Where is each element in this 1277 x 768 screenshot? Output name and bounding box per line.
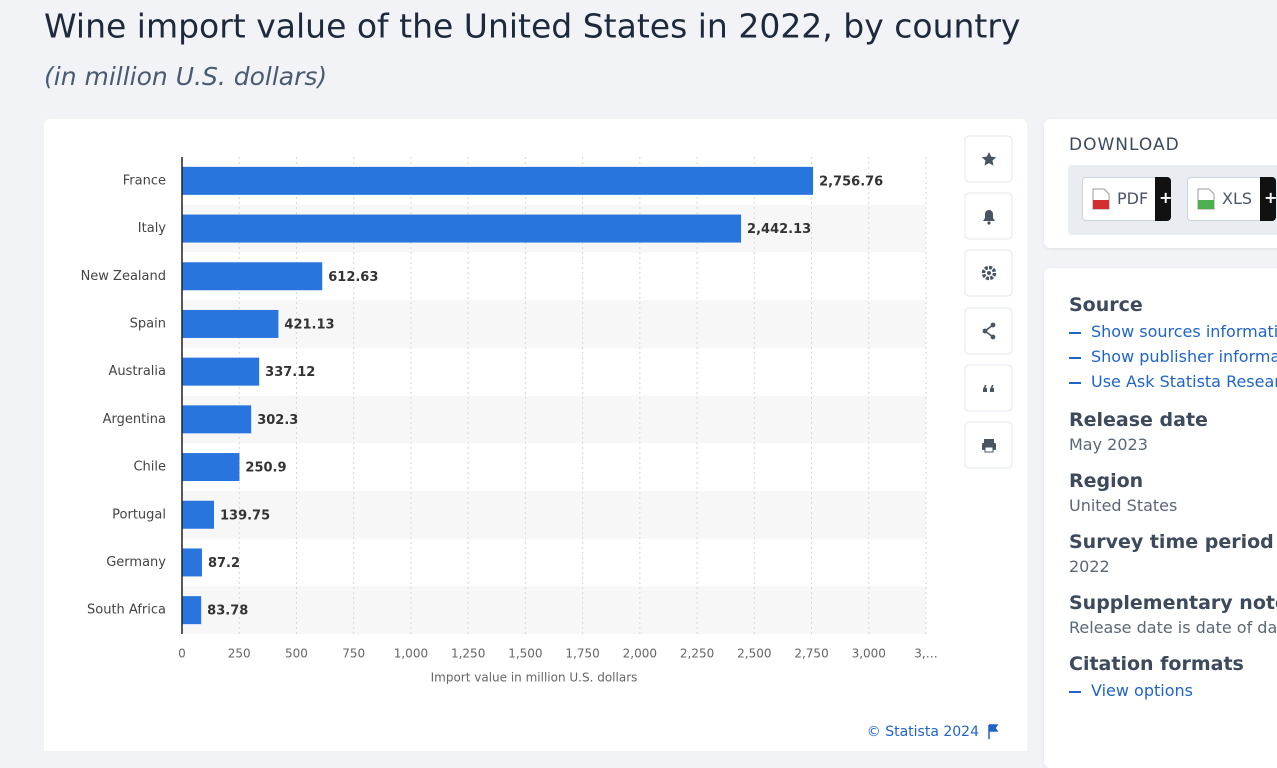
value-label: 337.12 <box>265 365 315 380</box>
x-tick-label: 1,250 <box>451 647 485 661</box>
chart-title: Wine import value of the United States i… <box>44 7 1027 46</box>
row-stripe <box>182 490 926 539</box>
x-tick-label: 3,… <box>914 647 937 661</box>
bar <box>182 500 214 529</box>
bar <box>182 405 252 434</box>
x-tick-label: 500 <box>285 647 308 661</box>
bar <box>182 596 202 625</box>
x-tick-label: 3,000 <box>852 647 886 661</box>
bar <box>182 262 323 291</box>
x-tick-label: 1,500 <box>508 647 542 661</box>
bar <box>182 214 742 243</box>
detail-text: 2022 <box>1069 557 1110 576</box>
detail-text: May 2023 <box>1069 435 1148 454</box>
x-tick-label: 2,500 <box>737 647 771 661</box>
page: {"chart_data": {"type": "bar", "orientat… <box>0 0 1277 751</box>
detail-title: Survey time period <box>1069 531 1274 553</box>
bar <box>182 309 279 338</box>
citation-title: Citation formats <box>1069 653 1244 675</box>
detail-title: Region <box>1069 470 1144 492</box>
y-tick-label: Germany <box>106 555 166 570</box>
bar <box>182 548 202 577</box>
row-stripe <box>182 300 926 348</box>
x-axis-label: Import value in million U.S. dollars <box>431 671 638 685</box>
y-tick-label: Argentina <box>103 412 166 427</box>
row-stripe <box>182 586 926 634</box>
value-label: 250.9 <box>245 461 286 476</box>
plus: + <box>1264 188 1277 207</box>
y-tick-label: South Africa <box>87 603 166 618</box>
value-label: 2,442.13 <box>747 222 811 237</box>
pdf-icon <box>1092 188 1110 210</box>
citation-link[interactable]: View options <box>1069 681 1277 700</box>
xls-icon <box>1197 188 1215 210</box>
value-label: 302.3 <box>257 413 298 428</box>
credit[interactable]: © Statista 2024 <box>867 724 979 740</box>
bar <box>182 166 814 195</box>
print-button[interactable] <box>964 421 1013 469</box>
value-label: 612.63 <box>328 270 378 285</box>
xls-button[interactable]: XLS + <box>1187 177 1277 221</box>
y-tick-label: Australia <box>108 364 166 379</box>
x-tick-label: 2,750 <box>794 647 828 661</box>
bar <box>182 357 260 386</box>
value-label: 421.13 <box>284 317 334 332</box>
value-label: 139.75 <box>220 508 270 523</box>
xls-label: XLS <box>1222 189 1253 208</box>
xls-plus: + <box>1260 177 1277 221</box>
toolbar <box>964 135 1013 469</box>
source-link[interactable]: Use Ask Statista Researc <box>1069 372 1277 391</box>
flag-icon[interactable] <box>988 724 999 739</box>
chart-area: Wine import value of the United States i… <box>44 7 1027 751</box>
alert-button[interactable] <box>964 192 1013 240</box>
download-panel: DOWNLOAD PDF + XLS + <box>1044 119 1277 248</box>
x-tick-label: 2,250 <box>680 647 714 661</box>
y-tick-label: Spain <box>130 316 166 331</box>
x-tick-label: 1,000 <box>394 647 428 661</box>
y-tick-label: New Zealand <box>81 269 166 284</box>
value-label: 2,756.76 <box>819 174 883 189</box>
cite-button[interactable] <box>964 364 1013 412</box>
source-link[interactable]: Show publisher informa <box>1069 347 1277 366</box>
pdf-label: PDF <box>1117 189 1149 208</box>
download-title: DOWNLOAD <box>1069 135 1180 155</box>
share-button[interactable] <box>964 307 1013 355</box>
pdf-button[interactable]: PDF + <box>1082 177 1173 221</box>
y-tick-label: Portugal <box>112 507 166 522</box>
settings-button[interactable] <box>964 249 1013 297</box>
value-label: 87.2 <box>208 556 240 571</box>
y-tick-label: Chile <box>133 460 166 475</box>
chart-subtitle: (in million U.S. dollars) <box>44 62 327 91</box>
source-link[interactable]: Show sources informati <box>1069 322 1277 341</box>
favorite-button[interactable] <box>964 135 1013 183</box>
row-stripe <box>182 395 926 444</box>
pdf-plus: + <box>1155 177 1173 221</box>
x-tick-label: 0 <box>178 647 186 661</box>
x-tick-label: 750 <box>342 647 365 661</box>
bar <box>182 453 240 482</box>
x-tick-label: 1,750 <box>565 647 599 661</box>
value-label: 83.78 <box>207 604 248 619</box>
y-tick-label: France <box>123 173 166 188</box>
plus: + <box>1159 188 1173 207</box>
source-title: Source <box>1069 294 1143 316</box>
x-tick-label: 2,000 <box>623 647 657 661</box>
y-tick-label: Italy <box>138 221 167 236</box>
detail-title: Release date <box>1069 409 1208 431</box>
detail-text: Release date is date of dat <box>1069 618 1277 637</box>
detail-title: Supplementary notes <box>1069 592 1277 614</box>
plot: 0 250 500 750 1,000 1,250 1,500 1,750 2,000 2,250… <box>81 157 938 685</box>
info-panel: Source Show sources informati Show publi… <box>1044 268 1277 768</box>
detail-text: United States <box>1069 496 1178 515</box>
x-tick-label: 250 <box>228 647 251 661</box>
